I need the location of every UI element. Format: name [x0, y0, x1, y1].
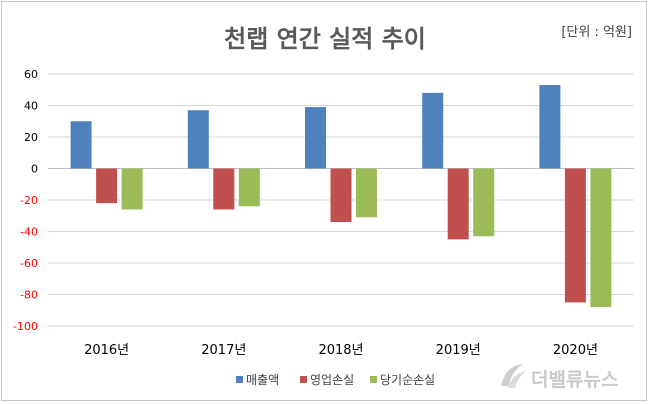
bar — [96, 168, 118, 204]
y-tick-label: -80 — [20, 289, 38, 302]
chart-title: 천랩 연간 실적 추이 — [224, 25, 426, 53]
unit-label: [단위 : 억원] — [561, 25, 632, 40]
bar — [564, 168, 586, 303]
legend-label: 매출액 — [246, 373, 279, 387]
y-tick-label: 20 — [24, 131, 38, 144]
y-tick-label: 0 — [31, 163, 38, 176]
x-tick-label: 2016년 — [84, 343, 129, 358]
legend-swatch — [300, 376, 307, 383]
swoosh-logo-icon — [501, 364, 526, 388]
y-tick-label: -20 — [20, 194, 38, 207]
y-tick-label: -100 — [13, 320, 38, 333]
bar — [590, 168, 612, 308]
y-tick-label: -60 — [20, 257, 38, 270]
x-tick-label: 2020년 — [553, 343, 598, 358]
bar — [70, 121, 92, 169]
bar — [447, 168, 469, 240]
x-tick-label: 2017년 — [201, 343, 246, 358]
watermark: 더밸류뉴스 — [501, 364, 618, 391]
legend-label: 영업손실 — [310, 373, 354, 387]
legend-label: 당기순손실 — [380, 373, 435, 387]
bars — [70, 85, 612, 308]
legend-swatch — [370, 376, 377, 383]
x-tick-label: 2019년 — [436, 343, 481, 358]
bar — [422, 92, 444, 169]
y-tick-label: 40 — [24, 100, 38, 113]
legend-swatch — [236, 376, 243, 383]
bar — [305, 107, 326, 169]
bar — [330, 168, 352, 223]
y-tick-label: 60 — [24, 68, 38, 81]
bar — [473, 168, 495, 237]
bar — [213, 168, 235, 210]
bar — [121, 168, 143, 210]
x-axis: 2016년 2017년 2018년 2019년 2020년 — [84, 343, 598, 358]
bar — [356, 168, 377, 218]
bar — [539, 85, 561, 169]
bar — [187, 110, 209, 169]
y-tick-label: -40 — [20, 226, 38, 239]
watermark-text: 더밸류뉴스 — [531, 369, 618, 391]
legend: 매출액 영업손실 당기순손실 — [236, 373, 435, 387]
y-axis: 60 40 20 0 -20 -40 -60 -80 -100 — [13, 68, 38, 333]
x-tick-label: 2018년 — [318, 343, 363, 358]
bar — [238, 168, 260, 207]
